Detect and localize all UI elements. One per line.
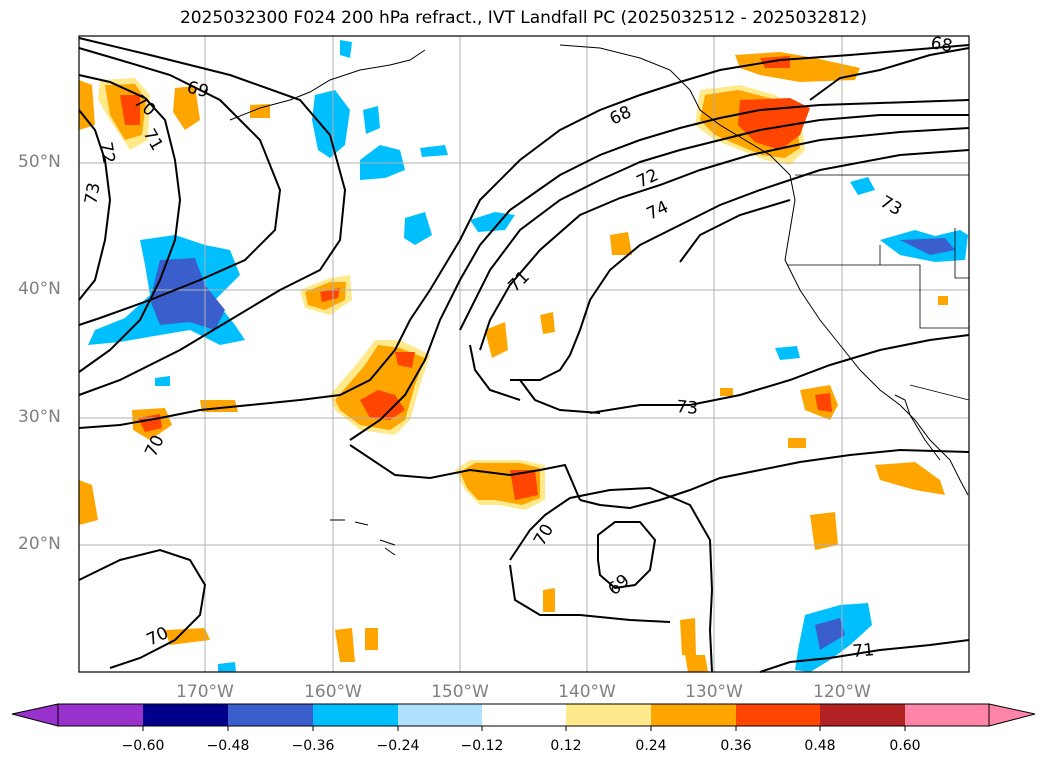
colorbar-tick-label: 0.12: [550, 738, 582, 754]
colorbar-tick-label: −0.36: [291, 738, 335, 754]
coastlines: [229, 44, 969, 556]
lon-label: 160°W: [304, 682, 362, 702]
plot-frame: [78, 35, 970, 673]
colorbar-extend-high: [988, 703, 1036, 727]
lon-label: 170°W: [176, 682, 234, 702]
colorbar-swatch: [58, 704, 143, 726]
lon-label: 150°W: [431, 682, 489, 702]
colorbar-tick-label: −0.12: [460, 738, 504, 754]
colorbar: [11, 703, 1036, 731]
colorbar-tick-label: −0.60: [121, 738, 165, 754]
lon-label: 120°W: [813, 682, 871, 702]
colorbar-swatch: [566, 704, 651, 726]
colorbar-swatch: [482, 704, 566, 726]
colorbar-swatch: [228, 704, 313, 726]
map-title: 2025032300 F024 200 hPa refract., IVT La…: [179, 8, 867, 28]
shaded-anomalies: [79, 40, 968, 672]
political-borders: [787, 174, 970, 401]
colorbar-swatch: [398, 704, 482, 726]
colorbar-swatch: [651, 704, 736, 726]
contour-label: 68: [929, 33, 954, 56]
grid-lines: [79, 36, 969, 672]
lon-label: 140°W: [558, 682, 616, 702]
colorbar-swatch: [313, 704, 398, 726]
colorbar-extend-low: [11, 703, 59, 727]
lon-label: 130°W: [685, 682, 743, 702]
colorbar-tick-label: −0.48: [206, 738, 250, 754]
lat-label: 40°N: [18, 279, 61, 299]
colorbar-swatch: [820, 704, 905, 726]
colorbar-tick-label: 0.48: [804, 738, 836, 754]
colorbar-swatch: [736, 704, 820, 726]
contour-label: 73: [81, 181, 104, 206]
colorbar-swatch: [905, 704, 989, 726]
colorbar-tick-label: 0.60: [889, 738, 921, 754]
lat-label: 50°N: [18, 152, 61, 172]
contour-label: 71: [852, 640, 875, 662]
contour-label: 73: [676, 397, 699, 419]
lat-label: 20°N: [18, 534, 61, 554]
contour-label: 72: [95, 140, 118, 165]
colorbar-tick-label: 0.24: [635, 738, 667, 754]
colorbar-tick-label: −0.24: [376, 738, 420, 754]
refractivity-contours: [78, 37, 970, 673]
colorbar-tick-label: 0.36: [720, 738, 752, 754]
lat-label: 30°N: [18, 407, 61, 427]
colorbar-swatch: [143, 704, 228, 726]
